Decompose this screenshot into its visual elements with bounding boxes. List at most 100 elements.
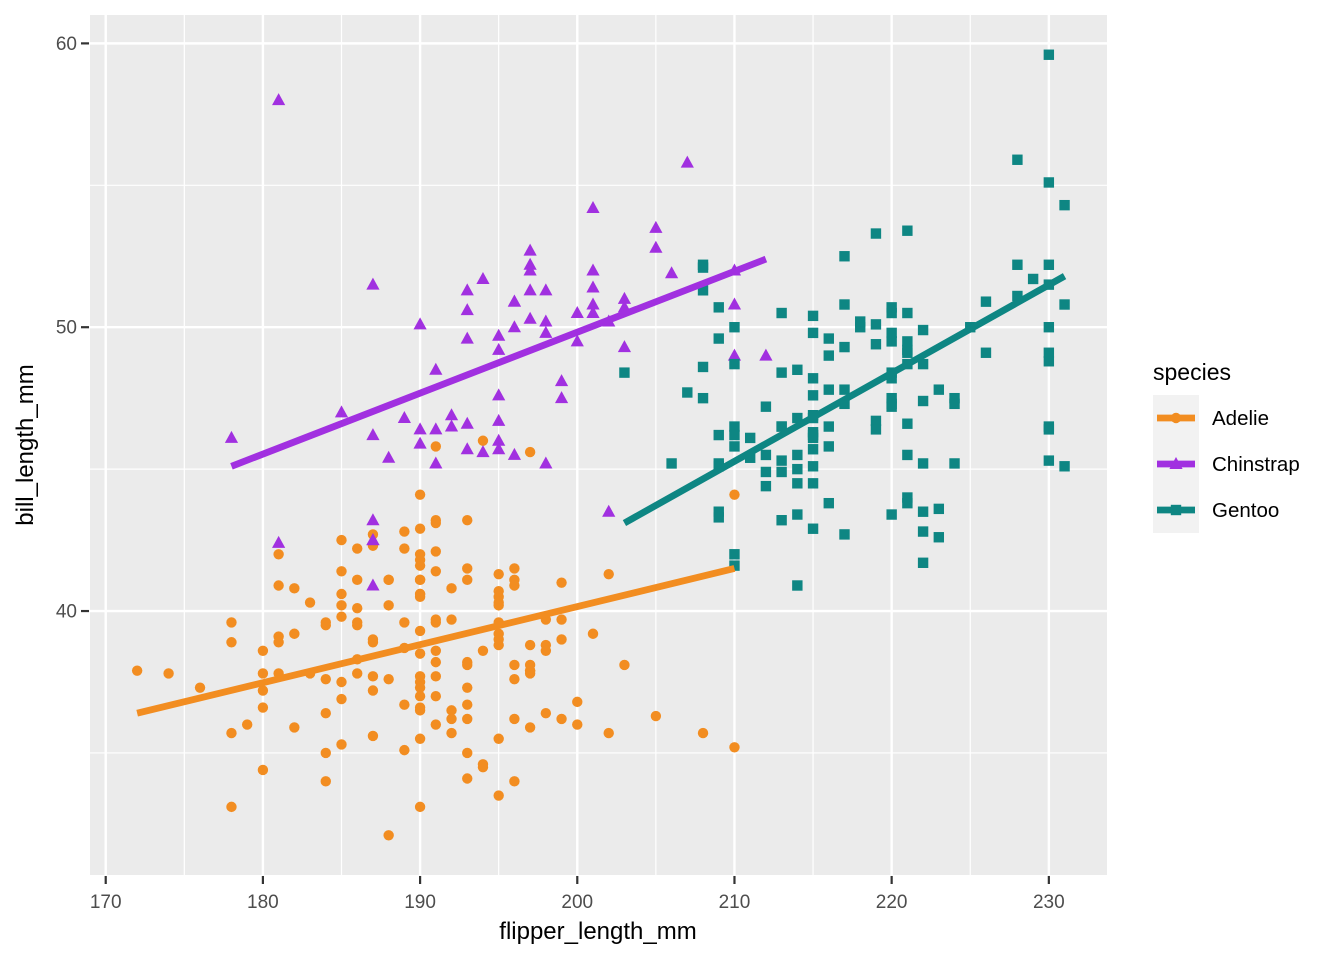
data-point	[493, 634, 504, 645]
data-point	[523, 257, 537, 270]
data-point	[870, 339, 882, 350]
data-point	[792, 449, 803, 461]
y-axis-title: bill_length_mm	[12, 364, 39, 525]
data-point	[839, 299, 850, 310]
data-point	[902, 307, 913, 319]
data-point	[430, 671, 442, 682]
data-point	[539, 283, 553, 296]
data-point	[429, 422, 443, 435]
data-point	[1170, 504, 1182, 516]
data-point	[462, 699, 473, 710]
data-point	[524, 639, 536, 651]
data-point	[226, 727, 237, 739]
data-point	[870, 319, 882, 330]
data-point	[729, 560, 740, 571]
data-point	[776, 515, 787, 526]
data-point	[823, 421, 834, 432]
data-point	[902, 449, 913, 461]
data-point	[257, 645, 269, 656]
data-point	[493, 600, 504, 611]
data-point	[554, 374, 569, 387]
data-point	[729, 441, 740, 452]
data-point	[1027, 273, 1039, 285]
data-point	[682, 387, 693, 398]
data-point	[855, 322, 866, 333]
data-point	[320, 747, 331, 759]
data-point	[713, 458, 724, 469]
data-point	[366, 578, 380, 591]
data-point	[462, 659, 473, 671]
data-point	[336, 611, 347, 622]
data-point	[462, 574, 473, 586]
data-point	[492, 328, 506, 341]
data-point	[649, 240, 663, 253]
data-point	[792, 478, 803, 489]
data-point	[933, 532, 945, 543]
data-point	[619, 367, 630, 378]
axis-ticks-layer	[81, 42, 1050, 884]
data-point	[289, 583, 300, 594]
data-point	[886, 509, 897, 520]
data-point	[586, 297, 600, 310]
data-point	[493, 568, 504, 580]
data-point	[397, 411, 411, 424]
data-point	[1043, 322, 1055, 333]
data-point	[617, 291, 632, 304]
data-point	[917, 358, 929, 370]
data-point	[320, 776, 331, 787]
data-point	[289, 628, 300, 639]
data-point	[430, 656, 442, 668]
series-chinstrap	[224, 93, 773, 591]
data-point	[727, 348, 742, 361]
data-point	[446, 727, 457, 739]
trend-line-gentoo	[622, 273, 1067, 527]
data-point	[320, 708, 331, 719]
data-point	[697, 361, 709, 373]
data-point	[855, 316, 866, 327]
data-point	[492, 342, 506, 355]
data-point	[492, 413, 506, 426]
data-point	[430, 690, 442, 702]
data-point	[807, 310, 819, 322]
data-point	[430, 614, 442, 625]
x-tick-label: 200	[561, 892, 593, 913]
x-tick-label: 180	[247, 892, 279, 913]
data-point	[1059, 461, 1070, 472]
data-point	[430, 645, 442, 656]
data-point	[273, 637, 284, 648]
data-point	[414, 554, 426, 566]
data-point	[729, 549, 740, 560]
data-point	[304, 597, 316, 608]
data-point	[902, 492, 913, 503]
data-point	[413, 422, 427, 435]
data-point	[556, 713, 567, 725]
data-point	[462, 773, 473, 784]
data-point	[839, 341, 850, 353]
data-point	[462, 515, 473, 526]
data-point	[289, 722, 300, 733]
legend: species Adelie Chinstrap Gentoo	[1153, 359, 1300, 533]
data-point	[336, 566, 347, 577]
data-point	[414, 574, 426, 586]
data-point	[131, 665, 143, 676]
data-point	[509, 776, 520, 787]
data-point	[1043, 177, 1055, 188]
data-point	[493, 790, 504, 801]
data-point	[902, 225, 913, 236]
data-point	[241, 719, 253, 730]
data-point	[680, 155, 694, 168]
data-point	[352, 668, 363, 679]
data-point	[524, 722, 536, 733]
data-point	[446, 583, 457, 594]
data-point	[352, 617, 363, 628]
data-point	[414, 588, 426, 600]
data-point	[1043, 347, 1055, 358]
data-point	[886, 401, 897, 412]
data-point	[1043, 259, 1055, 270]
data-point	[462, 563, 473, 574]
data-point	[886, 327, 897, 339]
data-point	[430, 441, 442, 452]
data-point	[776, 455, 787, 466]
data-point	[886, 373, 897, 384]
